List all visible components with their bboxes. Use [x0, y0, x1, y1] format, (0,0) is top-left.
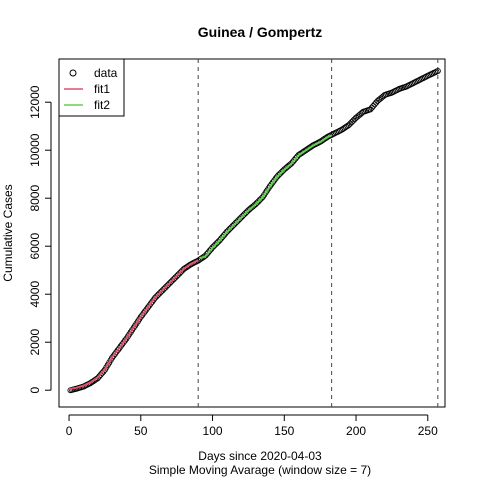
- data-point: [113, 349, 120, 356]
- y-tick-label-5: 10000: [28, 133, 42, 167]
- data-point: [271, 177, 278, 184]
- y-tick-label-6: 12000: [28, 85, 42, 119]
- axes: 0 50 100 150 200 250 0 2000 4000 6000 8000 10000 120…: [28, 85, 438, 438]
- y-tick-label-2: 4000: [28, 281, 42, 308]
- data-point: [348, 119, 355, 126]
- data-point: [146, 302, 153, 309]
- y-tick-label-4: 8000: [28, 185, 42, 212]
- x-tick-label-2: 100: [203, 424, 223, 438]
- data-point: [350, 117, 357, 124]
- data-point: [117, 343, 124, 350]
- y-tick-label-0: 0: [28, 387, 42, 394]
- x-tick-label-3: 150: [274, 424, 294, 438]
- fit2-line: [199, 134, 333, 260]
- data-point: [147, 300, 154, 307]
- y-tick-label-3: 6000: [28, 233, 42, 260]
- data-point: [269, 179, 276, 186]
- data-point: [139, 312, 146, 319]
- x-axis-label: Days since 2020-04-03: [198, 449, 322, 463]
- fit1-line: [68, 259, 199, 390]
- y-axis-label: Cumulative Cases: [1, 184, 15, 281]
- plot-frame: [58, 58, 446, 408]
- data-point: [120, 339, 127, 346]
- data-point: [137, 313, 144, 320]
- data-point: [144, 304, 151, 311]
- data-point: [109, 354, 116, 361]
- chart-title: Guinea / Gompertz: [198, 24, 322, 40]
- x-tick-label-5: 250: [418, 424, 438, 438]
- x-tick-label-4: 200: [346, 424, 366, 438]
- legend-marker-data: [69, 69, 77, 77]
- data-point: [142, 308, 149, 315]
- x-tick-label-1: 50: [134, 424, 148, 438]
- legend-label-fit1: fit1: [94, 82, 110, 96]
- legend-label-data: data: [94, 66, 118, 80]
- data-point: [100, 368, 107, 375]
- data-point: [266, 183, 273, 190]
- chart-subtitle: Simple Moving Avarage (window size = 7): [149, 463, 371, 477]
- data-point: [140, 310, 147, 317]
- data-point: [268, 181, 275, 188]
- y-tick-label-1: 2000: [28, 329, 42, 356]
- data-point: [110, 352, 117, 359]
- data-point: [434, 68, 441, 75]
- x-tick-label-0: 0: [66, 424, 73, 438]
- data-point: [258, 195, 265, 202]
- legend-box: [58, 58, 125, 117]
- legend: data fit1 fit2: [58, 58, 125, 117]
- data-point: [119, 341, 126, 348]
- data-point: [114, 347, 121, 354]
- data-point: [122, 337, 129, 344]
- data-point: [111, 350, 118, 357]
- legend-label-fit2: fit2: [94, 98, 110, 112]
- data-point: [149, 298, 156, 305]
- breakpoint-lines: [197, 59, 439, 407]
- series-layer: [67, 68, 441, 394]
- data-point: [143, 306, 150, 313]
- data-point: [116, 345, 123, 352]
